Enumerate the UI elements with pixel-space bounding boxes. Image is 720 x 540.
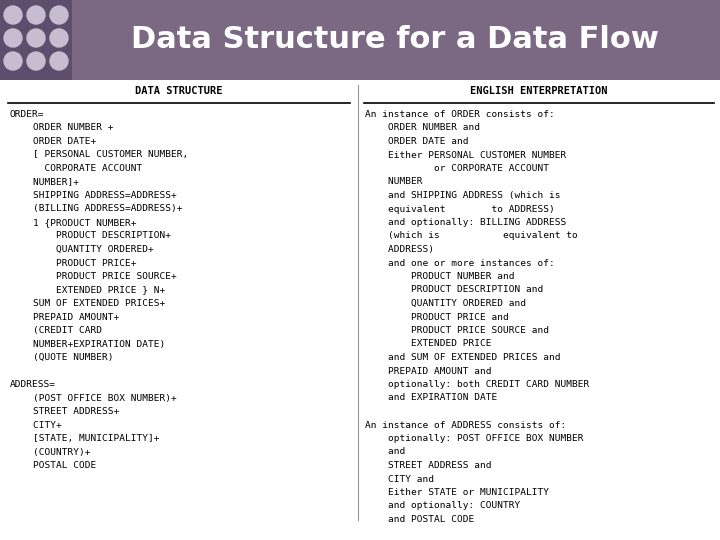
Text: QUANTITY ORDERED and: QUANTITY ORDERED and [365,299,526,308]
Text: Data Structure for a Data Flow: Data Structure for a Data Flow [131,25,659,55]
Text: ORDER NUMBER +: ORDER NUMBER + [10,124,114,132]
Text: CORPORATE ACCOUNT: CORPORATE ACCOUNT [10,164,143,173]
Text: An instance of ADDRESS consists of:: An instance of ADDRESS consists of: [365,421,566,429]
Text: ADDRESS): ADDRESS) [365,245,434,254]
Text: (QUOTE NUMBER): (QUOTE NUMBER) [10,353,114,362]
Text: (which is           equivalent to: (which is equivalent to [365,232,577,240]
Text: ADDRESS=: ADDRESS= [10,380,56,389]
Circle shape [27,52,45,70]
Text: NUMBER]+: NUMBER]+ [10,178,79,186]
Text: CITY+: CITY+ [10,421,62,429]
Text: equivalent        to ADDRESS): equivalent to ADDRESS) [365,205,554,213]
Text: optionally: POST OFFICE BOX NUMBER: optionally: POST OFFICE BOX NUMBER [365,434,583,443]
Text: Either PERSONAL CUSTOMER NUMBER: Either PERSONAL CUSTOMER NUMBER [365,151,566,159]
Text: ORDER DATE+: ORDER DATE+ [10,137,96,146]
Circle shape [50,29,68,47]
Circle shape [27,6,45,24]
Text: and EXPIRATION DATE: and EXPIRATION DATE [365,394,498,402]
Text: NUMBER: NUMBER [365,178,423,186]
Text: or CORPORATE ACCOUNT: or CORPORATE ACCOUNT [365,164,549,173]
Text: DATA STRUCTURE: DATA STRUCTURE [135,86,222,96]
Text: EXTENDED PRICE } N+: EXTENDED PRICE } N+ [10,286,166,294]
Text: POSTAL CODE: POSTAL CODE [10,461,96,470]
Circle shape [4,29,22,47]
Circle shape [4,52,22,70]
Text: NUMBER+EXPIRATION DATE): NUMBER+EXPIRATION DATE) [10,340,166,348]
Text: Either STATE or MUNICIPALITY: Either STATE or MUNICIPALITY [365,488,549,497]
Text: PRODUCT DESCRIPTION+: PRODUCT DESCRIPTION+ [10,232,171,240]
Text: optionally: both CREDIT CARD NUMBER: optionally: both CREDIT CARD NUMBER [365,380,589,389]
Text: SUM OF EXTENDED PRICES+: SUM OF EXTENDED PRICES+ [10,299,166,308]
Text: SHIPPING ADDRESS=ADDRESS+: SHIPPING ADDRESS=ADDRESS+ [10,191,176,200]
Text: PRODUCT PRICE SOURCE and: PRODUCT PRICE SOURCE and [365,326,549,335]
Text: and one or more instances of:: and one or more instances of: [365,259,554,267]
Text: ORDER=: ORDER= [10,110,45,119]
Text: PRODUCT PRICE SOURCE+: PRODUCT PRICE SOURCE+ [10,272,176,281]
Text: (POST OFFICE BOX NUMBER)+: (POST OFFICE BOX NUMBER)+ [10,394,176,402]
Text: (CREDIT CARD: (CREDIT CARD [10,326,102,335]
Text: and SUM OF EXTENDED PRICES and: and SUM OF EXTENDED PRICES and [365,353,560,362]
Text: PRODUCT PRICE+: PRODUCT PRICE+ [10,259,137,267]
Text: and SHIPPING ADDRESS (which is: and SHIPPING ADDRESS (which is [365,191,560,200]
Text: PRODUCT NUMBER and: PRODUCT NUMBER and [365,272,515,281]
Text: EXTENDED PRICE: EXTENDED PRICE [365,340,492,348]
Text: ORDER DATE and: ORDER DATE and [365,137,469,146]
FancyBboxPatch shape [0,80,720,540]
Text: CITY and: CITY and [365,475,434,483]
Text: STREET ADDRESS+: STREET ADDRESS+ [10,407,120,416]
Text: ORDER NUMBER and: ORDER NUMBER and [365,124,480,132]
Text: (BILLING ADDRESS=ADDRESS)+: (BILLING ADDRESS=ADDRESS)+ [10,205,182,213]
Text: [ PERSONAL CUSTOMER NUMBER,: [ PERSONAL CUSTOMER NUMBER, [10,151,188,159]
Text: and: and [365,448,405,456]
FancyBboxPatch shape [0,0,72,80]
Text: PRODUCT PRICE and: PRODUCT PRICE and [365,313,509,321]
Text: QUANTITY ORDERED+: QUANTITY ORDERED+ [10,245,154,254]
Text: ENGLISH ENTERPRETATION: ENGLISH ENTERPRETATION [470,86,608,96]
Circle shape [4,6,22,24]
Text: PREPAID AMOUNT and: PREPAID AMOUNT and [365,367,492,375]
Circle shape [50,52,68,70]
Text: An instance of ORDER consists of:: An instance of ORDER consists of: [365,110,554,119]
Text: and POSTAL CODE: and POSTAL CODE [365,515,474,524]
Circle shape [27,29,45,47]
Text: and optionally: BILLING ADDRESS: and optionally: BILLING ADDRESS [365,218,566,227]
Text: PRODUCT DESCRIPTION and: PRODUCT DESCRIPTION and [365,286,544,294]
Text: and optionally: COUNTRY: and optionally: COUNTRY [365,502,521,510]
Text: (COUNTRY)+: (COUNTRY)+ [10,448,91,456]
Text: PREPAID AMOUNT+: PREPAID AMOUNT+ [10,313,120,321]
Circle shape [50,6,68,24]
Text: [STATE, MUNICIPALITY]+: [STATE, MUNICIPALITY]+ [10,434,160,443]
FancyBboxPatch shape [0,0,720,80]
Text: STREET ADDRESS and: STREET ADDRESS and [365,461,492,470]
Text: 1 {PRODUCT NUMBER+: 1 {PRODUCT NUMBER+ [10,218,137,227]
